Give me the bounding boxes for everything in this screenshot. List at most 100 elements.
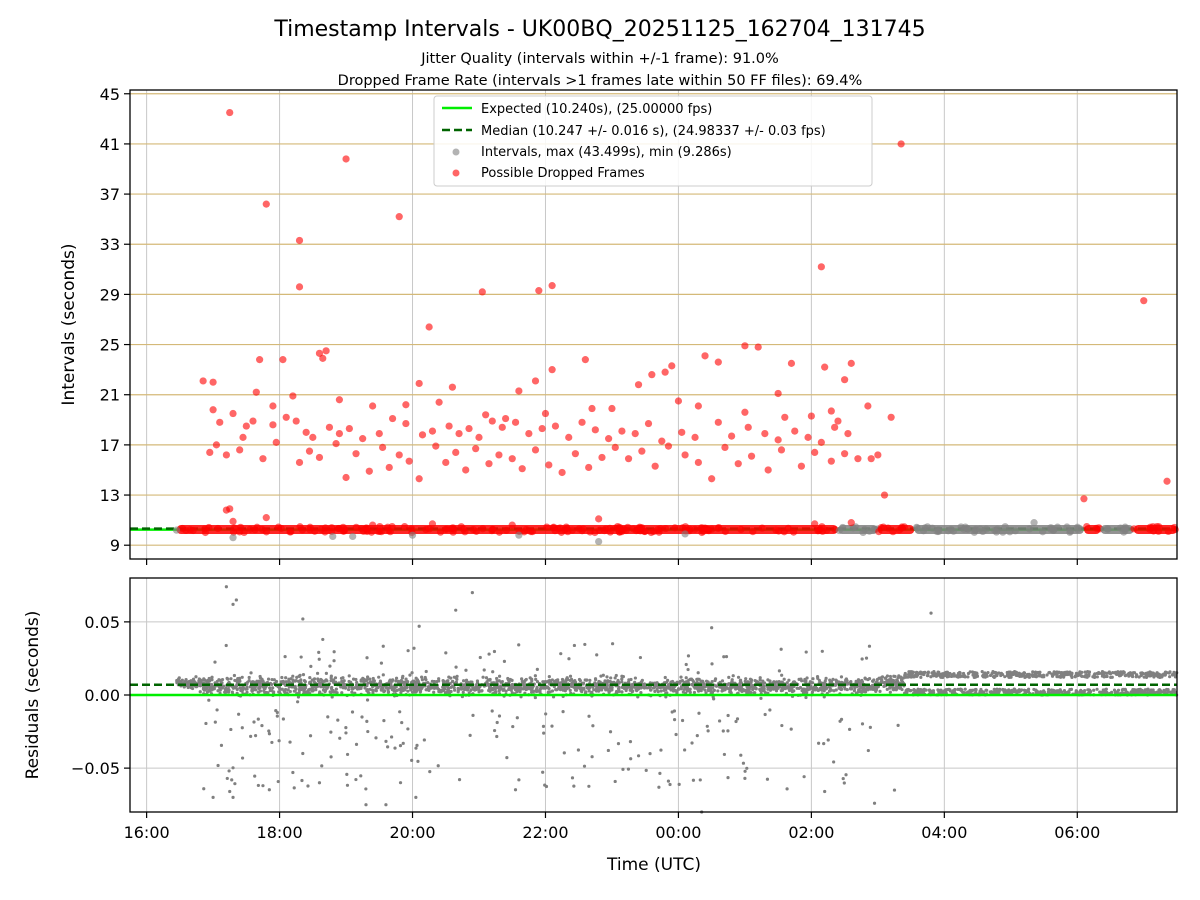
residual-point [365, 698, 370, 702]
dropped-frame-point [485, 460, 493, 468]
residual-point [991, 671, 995, 675]
residual-point [490, 709, 494, 713]
dropped-frame-point [598, 453, 606, 462]
residual-point [805, 687, 809, 691]
residual-point [810, 690, 814, 694]
dropped-frame-point [522, 525, 530, 534]
dropped-frame-point [305, 447, 314, 455]
dropped-frame-point [864, 402, 872, 410]
x-tick-label: 04:00 [921, 823, 967, 842]
residual-point [347, 674, 351, 678]
residual-point [572, 643, 577, 648]
residual-point [664, 688, 668, 692]
residual-point [202, 677, 206, 682]
residual-point [1003, 675, 1007, 679]
residual-point [461, 690, 465, 695]
residual-point [363, 686, 367, 690]
residual-point [934, 674, 939, 678]
residual-point [1171, 689, 1175, 693]
residual-point [288, 740, 292, 744]
dropped-frame-point [435, 398, 443, 406]
residual-point [1030, 673, 1034, 677]
dropped-frame-point [328, 524, 336, 532]
residual-point [971, 673, 975, 677]
dropped-frame-point [209, 378, 217, 386]
dropped-frame-point [501, 414, 510, 423]
dropped-frame-point [897, 140, 905, 148]
residual-point [1056, 689, 1060, 693]
dropped-frame-point [531, 446, 540, 454]
residual-point [309, 680, 313, 684]
residual-point [591, 724, 595, 728]
dropped-frame-point [585, 463, 593, 472]
residual-point [782, 677, 786, 681]
dropped-frame-point [295, 283, 304, 291]
dropped-frame-point [475, 433, 483, 441]
residual-point [802, 689, 806, 693]
residual-point [229, 677, 233, 681]
dropped-frame-point [898, 523, 906, 531]
residual-point [620, 677, 624, 681]
residual-point [464, 678, 469, 682]
residual-point [921, 671, 925, 675]
residual-point [371, 676, 375, 681]
dropped-frame-point [402, 401, 410, 409]
residual-point [772, 680, 776, 684]
residual-point [695, 677, 699, 682]
residual-point [408, 673, 412, 677]
residual-point [684, 662, 688, 667]
residual-point [482, 668, 486, 672]
dropped-frame-point [309, 433, 317, 441]
residual-point [780, 673, 784, 677]
residual-point [341, 676, 345, 680]
residual-point [543, 679, 548, 684]
residual-point [883, 676, 887, 680]
residual-point [1166, 687, 1170, 692]
residual-point [333, 676, 338, 680]
residual-point [250, 688, 254, 693]
residual-point [398, 744, 403, 748]
residual-point [1069, 673, 1073, 677]
dropped-frame-point [445, 422, 453, 430]
residual-point [389, 686, 393, 690]
dropped-frame-point [586, 528, 594, 536]
residual-point [509, 685, 514, 689]
residual-point [294, 678, 298, 683]
residual-point [680, 718, 685, 723]
residual-point [670, 679, 675, 684]
residual-point [365, 656, 369, 660]
interval-point [935, 527, 943, 536]
residual-point [1116, 688, 1121, 692]
dropped-frame-point [775, 527, 783, 535]
interval-point [349, 532, 357, 541]
residuals-panel: −0.05 0.00 0.05 16:00 18:00 20:00 22:00 00:00 0… [23, 577, 1179, 842]
residual-point [1131, 671, 1135, 675]
residual-point [1027, 675, 1032, 679]
residual-point [1082, 674, 1086, 679]
residual-point [469, 688, 473, 692]
dropped-frame-point [262, 200, 270, 208]
residual-point [534, 689, 539, 694]
residual-outlier-point [470, 591, 474, 595]
residual-point [495, 734, 499, 739]
residual-point [442, 679, 446, 684]
dropped-frame-point [578, 418, 586, 426]
dropped-frame-point [518, 465, 526, 473]
residual-point [398, 687, 402, 691]
residual-point [939, 672, 943, 677]
residual-point [215, 708, 219, 712]
dropped-frame-point [831, 423, 839, 431]
residual-point [856, 678, 861, 682]
residual-point [284, 676, 288, 680]
residual-point [785, 685, 789, 689]
residual-point [629, 757, 633, 761]
residual-point [192, 680, 197, 684]
residual-point [404, 677, 408, 681]
residual-point [461, 679, 466, 683]
residual-point [1155, 671, 1159, 675]
residual-point [1059, 689, 1063, 693]
residual-point [233, 782, 237, 786]
dropped-frame-point [339, 527, 347, 535]
residual-point [495, 676, 499, 681]
residual-point [445, 679, 449, 683]
